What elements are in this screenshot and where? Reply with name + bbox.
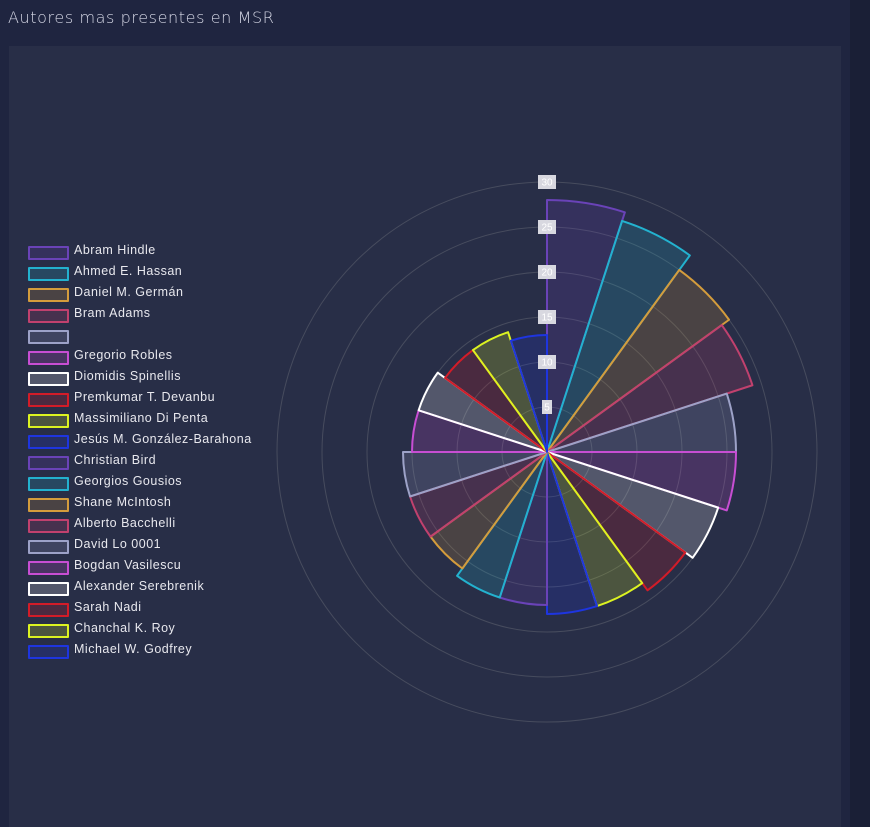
- tick-label: 5: [542, 400, 552, 414]
- legend-label: Christian Bird: [74, 453, 157, 467]
- tick-label-text: 15: [541, 313, 553, 324]
- tick-label-text: 30: [541, 178, 553, 189]
- legend-label: Abram Hindle: [74, 243, 156, 257]
- legend-label: Daniel M. Germán: [74, 285, 184, 299]
- legend-swatch: [28, 624, 69, 638]
- segment-8[interactable]: [546, 451, 687, 592]
- legend-label: Alexander Serebrenik: [74, 579, 205, 593]
- legend-label: Bram Adams: [74, 306, 151, 320]
- segment-7[interactable]: [546, 451, 720, 559]
- tick-label-text: 5: [544, 403, 550, 414]
- legend-label: Diomidis Spinellis: [74, 369, 181, 383]
- legend-label: Sarah Nadi: [74, 600, 142, 614]
- legend-swatch: [28, 477, 69, 491]
- legend-swatch: [28, 372, 69, 386]
- legend-label: David Lo 0001: [74, 537, 162, 551]
- legend-swatch: [28, 330, 69, 344]
- legend-swatch: [28, 540, 69, 554]
- segment-19[interactable]: [471, 331, 548, 453]
- tick-label-text: 10: [541, 358, 553, 369]
- legend-swatch: [28, 351, 69, 365]
- tick-label-text: 20: [541, 268, 553, 279]
- segment-2[interactable]: [546, 219, 691, 453]
- segment-17[interactable]: [417, 371, 548, 453]
- chart-segments: [402, 199, 754, 615]
- tick-label-backdrop: [538, 265, 556, 279]
- tick-label-backdrop: [538, 310, 556, 324]
- legend-swatch: [28, 498, 69, 512]
- segment-10[interactable]: [546, 451, 599, 615]
- legend-swatch: [28, 267, 69, 281]
- legend-label: Alberto Bacchelli: [74, 516, 176, 530]
- legend-swatch: [28, 582, 69, 596]
- tick-label: 15: [538, 310, 556, 324]
- legend-label: Georgios Gousios: [74, 474, 183, 488]
- legend-label: Michael W. Godfrey: [74, 642, 193, 656]
- segment-12[interactable]: [456, 451, 548, 599]
- legend-swatch: [28, 435, 69, 449]
- legend-label: Chanchal K. Roy: [74, 621, 176, 635]
- legend-swatch: [28, 519, 69, 533]
- page-title: Autores mas presentes en MSR: [8, 8, 275, 27]
- legend-swatch: [28, 288, 69, 302]
- segment-4[interactable]: [546, 324, 754, 453]
- tick-label: 20: [538, 265, 556, 279]
- tick-label-backdrop: [538, 355, 556, 369]
- legend-label: Massimiliano Di Penta: [74, 411, 209, 425]
- segment-3[interactable]: [546, 268, 731, 453]
- legend-label: Ahmed E. Hassan: [74, 264, 183, 278]
- legend-label: Shane McIntosh: [74, 495, 172, 509]
- tick-label-text: 25: [541, 223, 553, 234]
- legend-label: Bogdan Vasilescu: [74, 558, 182, 572]
- legend-swatch: [28, 456, 69, 470]
- legend-swatch: [28, 645, 69, 659]
- tick-label: 10: [538, 355, 556, 369]
- legend-swatch: [28, 393, 69, 407]
- segment-15[interactable]: [402, 451, 548, 498]
- tick-label-backdrop: [542, 400, 552, 414]
- chart-card: Abram Hindle Ahmed E. Hassan Daniel M. Ger…: [9, 46, 841, 827]
- legend-swatch: [28, 414, 69, 428]
- tick-label-backdrop: [538, 220, 556, 234]
- polar-area-chart: 5 10 15 20 25 30: [276, 175, 818, 723]
- tick-label: 30: [538, 175, 556, 189]
- tick-label-backdrop: [538, 175, 556, 189]
- legend-label: Gregorio Robles: [74, 348, 173, 362]
- legend-swatch: [28, 246, 69, 260]
- segment-20[interactable]: [509, 334, 548, 453]
- legend-swatch: [28, 561, 69, 575]
- legend-swatch: [28, 603, 69, 617]
- radial-ticks: 5 10 15 20 25 30: [538, 175, 556, 414]
- legend-swatch: [28, 309, 69, 323]
- legend-label: Jesús M. González-Barahona: [74, 432, 252, 446]
- tick-label: 25: [538, 220, 556, 234]
- legend-label: Premkumar T. Devanbu: [74, 390, 216, 404]
- scrollbar-track[interactable]: [850, 0, 870, 827]
